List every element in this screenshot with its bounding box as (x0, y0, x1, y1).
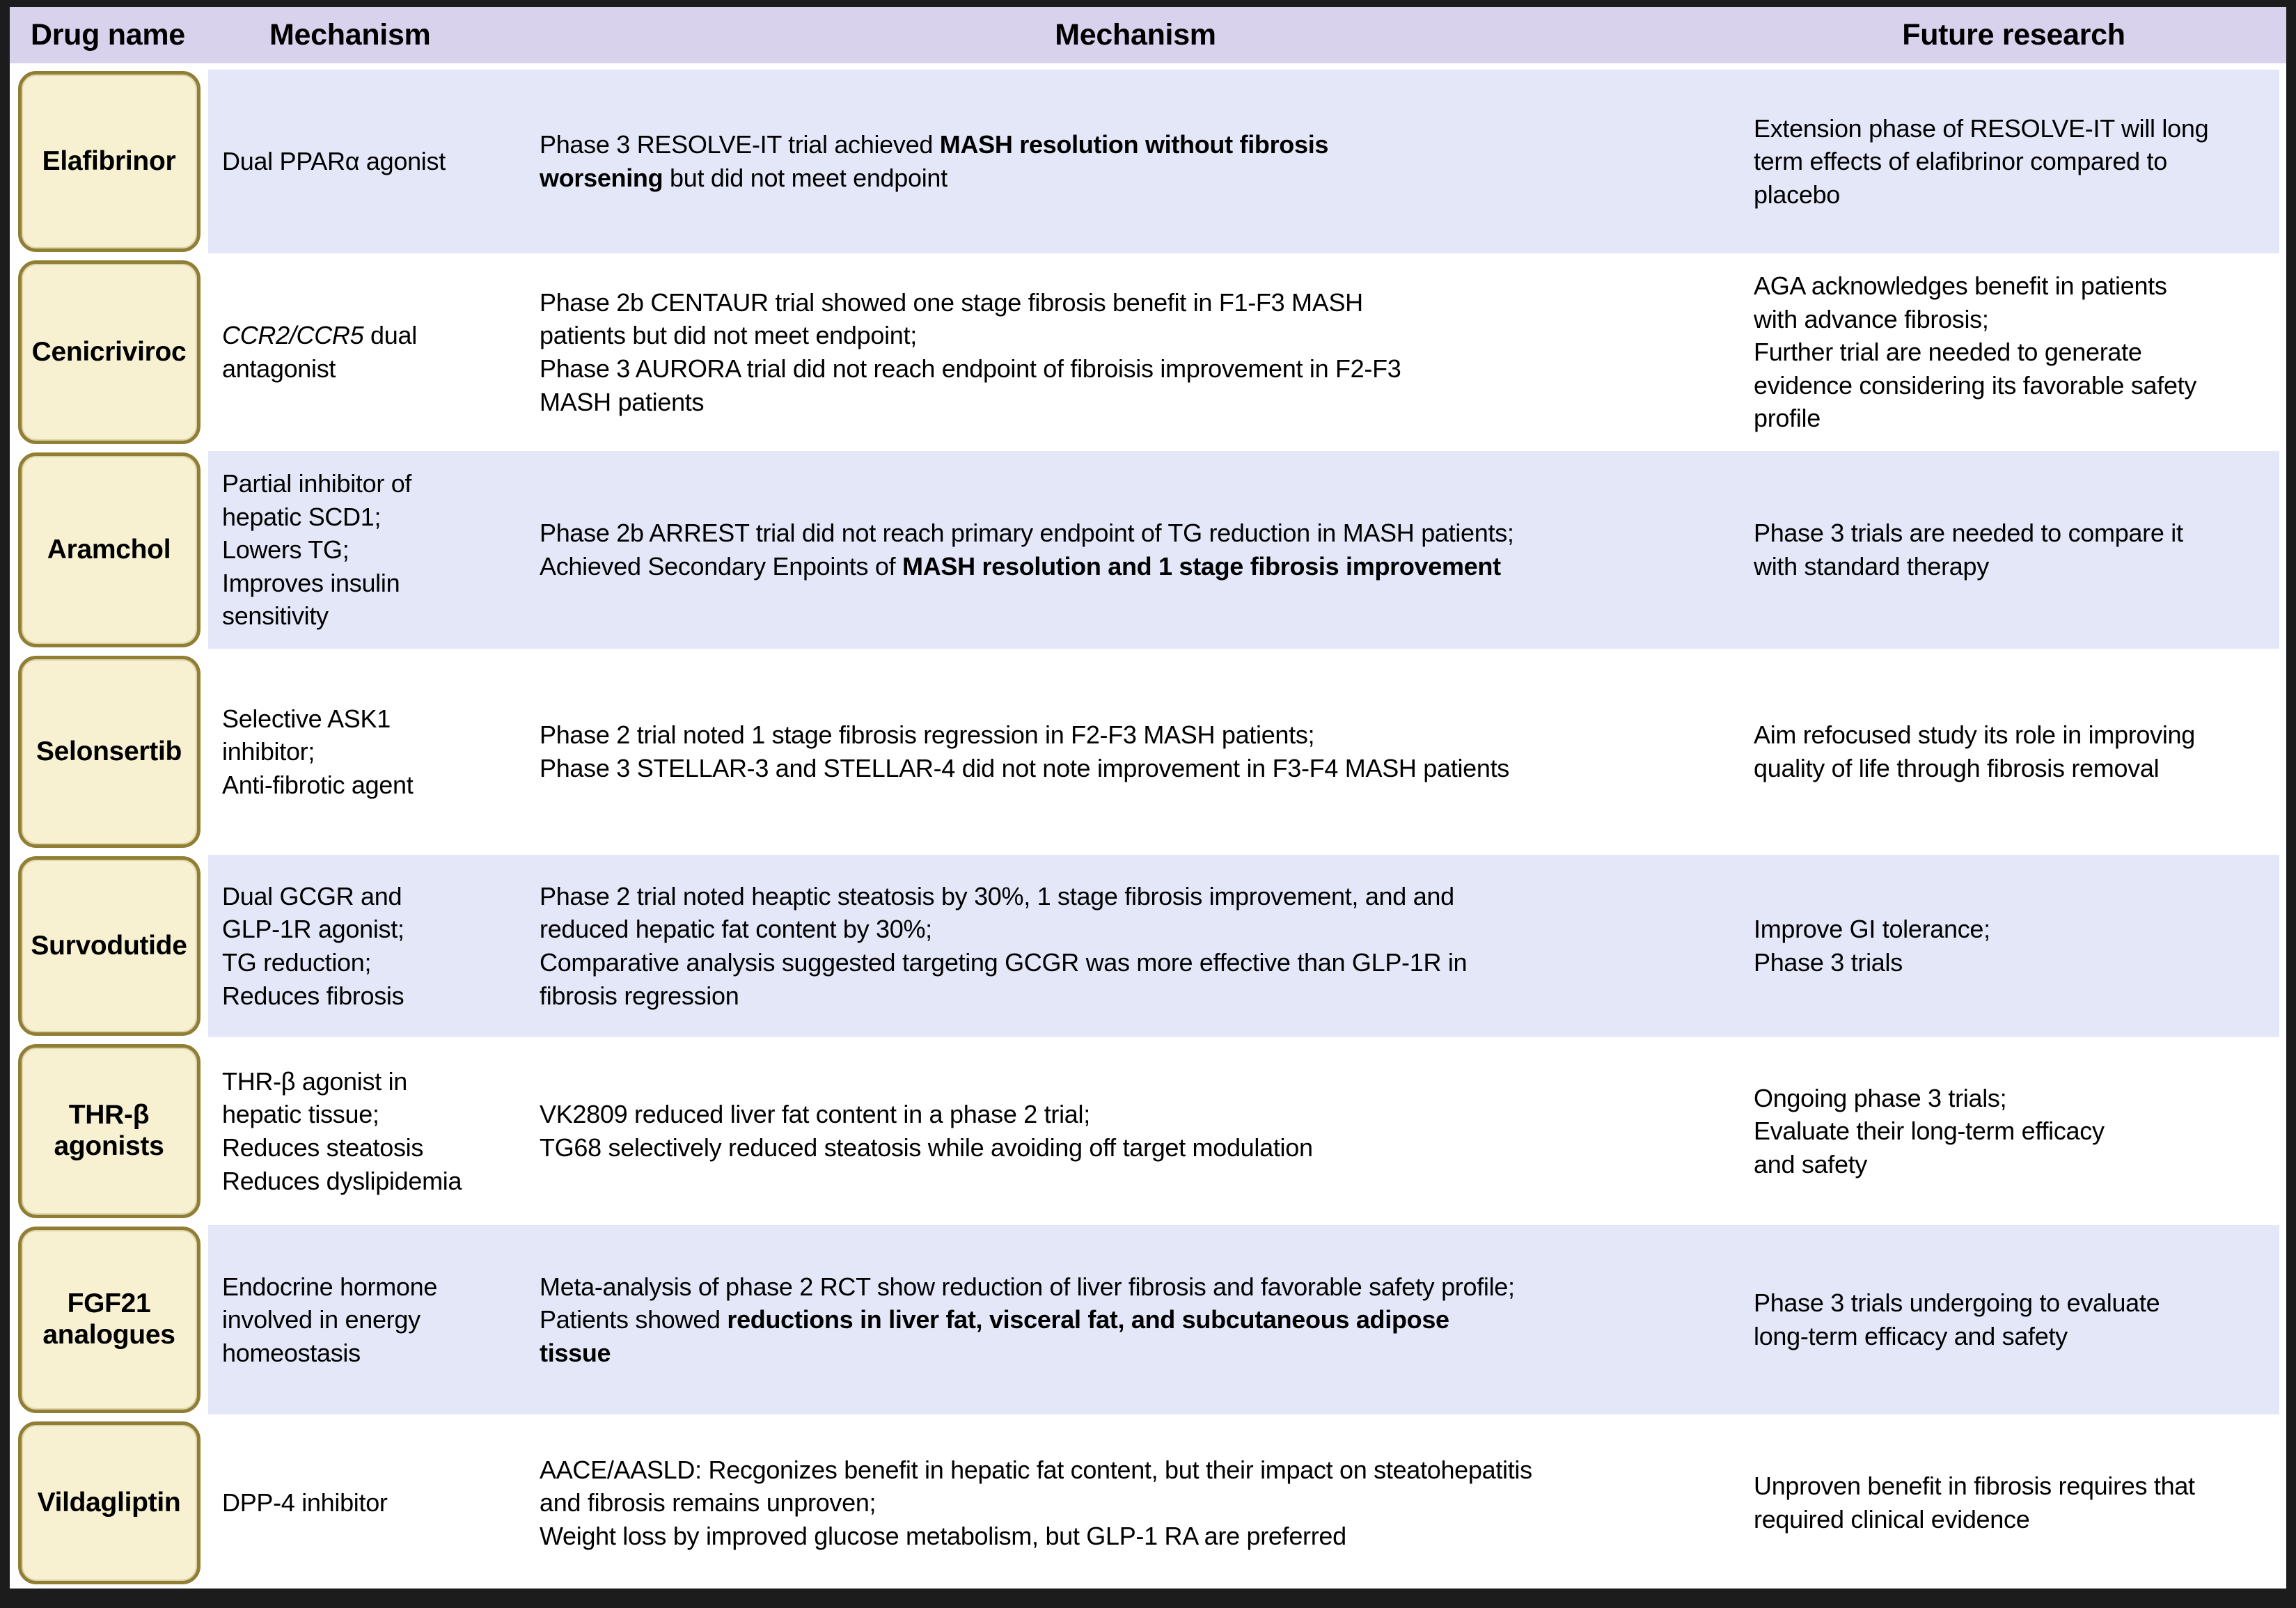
drug-name-label: Elafibrinor (42, 145, 176, 176)
drug-name-label: Cenicriviroc (31, 336, 187, 367)
future-research-text: AGA acknowledges benefit in patients wit… (1754, 271, 2197, 433)
future-research-cell: Ongoing phase 3 trials; Evaluate their l… (1741, 1040, 2286, 1222)
mechanism-cell: Selective ASK1 inhibitor; Anti-fibrotic … (208, 652, 530, 852)
drug-name-label: THR-β agonists (54, 1100, 164, 1161)
drug-name-box: Survodutide (17, 856, 200, 1036)
trial-results-text: Phase 2 trial noted heaptic steatosis by… (540, 881, 1468, 1010)
future-research-text: Aim refocused study its role in improvin… (1754, 720, 2195, 782)
trial-results-cell: VK2809 reduced liver fat content in a ph… (530, 1040, 1741, 1222)
table-header-row: Drug name Mechanism Mechanism Future res… (10, 7, 2286, 67)
drug-name-cell: FGF21 analogues (10, 1222, 208, 1417)
table-row: THR-β agonists THR-β agonist in hepatic … (10, 1040, 2286, 1222)
drug-name-cell: Selonsertib (10, 652, 208, 852)
column-header-drug-name: Drug name (31, 18, 185, 52)
drug-name-label: Selonsertib (36, 736, 182, 766)
drug-name-cell: Aramchol (10, 448, 208, 652)
mechanism-cell: Dual GCGR and GLP-1R agonist; TG reducti… (208, 852, 530, 1040)
table-row: Survodutide Dual GCGR and GLP-1R agonist… (10, 852, 2286, 1040)
table-row: Elafibrinor Dual PPARα agonist Phase 3 R… (10, 67, 2286, 256)
mechanism-text: Dual PPARα agonist (222, 147, 446, 176)
drug-name-label: Aramchol (47, 534, 171, 565)
mechanism-text: DPP-4 inhibitor (222, 1488, 388, 1518)
drug-name-label: FGF21 analogues (42, 1288, 175, 1350)
drug-name-box: FGF21 analogues (17, 1227, 200, 1413)
drug-name-cell: Vildagliptin (10, 1417, 208, 1589)
drug-name-cell: THR-β agonists (10, 1040, 208, 1222)
mechanism-cell: Dual PPARα agonist (208, 67, 530, 256)
trial-results-cell: Phase 2 trial noted 1 stage fibrosis reg… (530, 652, 1741, 852)
future-research-cell: Extension phase of RESOLVE-IT will long … (1741, 67, 2286, 256)
mechanism-cell: THR-β agonist in hepatic tissue; Reduces… (208, 1040, 530, 1222)
future-research-cell: AGA acknowledges benefit in patients wit… (1741, 256, 2286, 448)
table-row: Selonsertib Selective ASK1 inhibitor; An… (10, 652, 2286, 852)
trial-results-text: Phase 2 trial noted 1 stage fibrosis reg… (540, 720, 1509, 782)
drug-name-box: Cenicriviroc (17, 260, 200, 444)
mechanism-text: Partial inhibitor of hepatic SCD1; Lower… (222, 469, 412, 631)
drug-name-cell: Survodutide (10, 852, 208, 1040)
future-research-cell: Phase 3 trials undergoing to evaluate lo… (1741, 1222, 2286, 1417)
mechanism-cell: DPP-4 inhibitor (208, 1417, 530, 1589)
drug-name-box: Vildagliptin (17, 1421, 200, 1584)
mechanism-cell: CCR2/CCR5 dual antagonist (208, 256, 530, 448)
drug-name-box: Aramchol (17, 452, 200, 647)
mechanism-cell: Endocrine hormone involved in energy hom… (208, 1222, 530, 1417)
drug-name-box: Elafibrinor (17, 71, 200, 252)
column-header-trial-results: Mechanism (1055, 18, 1216, 52)
future-research-cell: Phase 3 trials are needed to compare it … (1741, 448, 2286, 652)
trial-results-cell: Phase 2b CENTAUR trial showed one stage … (530, 256, 1741, 448)
mechanism-cell: Partial inhibitor of hepatic SCD1; Lower… (208, 448, 530, 652)
future-research-text: Improve GI tolerance; Phase 3 trials (1754, 915, 1990, 977)
trial-results-text: VK2809 reduced liver fat content in a ph… (540, 1100, 1313, 1162)
drug-name-label: Vildagliptin (37, 1487, 181, 1518)
mechanism-text: Endocrine hormone involved in energy hom… (222, 1272, 438, 1367)
mechanism-text: CCR2/CCR5 dual antagonist (222, 321, 417, 383)
future-research-text: Ongoing phase 3 trials; Evaluate their l… (1754, 1083, 2105, 1179)
future-research-text: Unproven benefit in fibrosis requires th… (1754, 1472, 2195, 1534)
future-research-cell: Aim refocused study its role in improvin… (1741, 652, 2286, 852)
mechanism-text: Dual GCGR and GLP-1R agonist; TG reducti… (222, 881, 404, 1010)
drug-name-label: Survodutide (31, 930, 187, 961)
trial-results-text: AACE/AASLD: Recgonizes benefit in hepati… (540, 1455, 1532, 1550)
future-research-text: Extension phase of RESOLVE-IT will long … (1754, 113, 2209, 209)
trial-results-text: Meta-analysis of phase 2 RCT show reduct… (540, 1272, 1515, 1367)
trial-results-cell: Phase 3 RESOLVE-IT trial achieved MASH r… (530, 67, 1741, 256)
column-header-future-research: Future research (1902, 18, 2125, 52)
drug-name-cell: Cenicriviroc (10, 256, 208, 448)
mechanism-text: THR-β agonist in hepatic tissue; Reduces… (222, 1066, 462, 1195)
table-row: Vildagliptin DPP-4 inhibitor AACE/AASLD:… (10, 1417, 2286, 1589)
trial-results-text: Phase 2b CENTAUR trial showed one stage … (540, 287, 1401, 416)
drug-name-cell: Elafibrinor (10, 67, 208, 256)
trial-results-cell: Meta-analysis of phase 2 RCT show reduct… (530, 1222, 1741, 1417)
table-row: Aramchol Partial inhibitor of hepatic SC… (10, 448, 2286, 652)
trial-results-text: Phase 2b ARREST trial did not reach prim… (540, 519, 1514, 581)
future-research-cell: Improve GI tolerance; Phase 3 trials (1741, 852, 2286, 1040)
trial-results-text: Phase 3 RESOLVE-IT trial achieved MASH r… (540, 130, 1329, 192)
drug-name-box: Selonsertib (17, 656, 200, 848)
table-body: Elafibrinor Dual PPARα agonist Phase 3 R… (10, 67, 2286, 1589)
mechanism-text: Selective ASK1 inhibitor; Anti-fibrotic … (222, 704, 414, 799)
table-row: FGF21 analogues Endocrine hormone involv… (10, 1222, 2286, 1417)
drug-name-box: THR-β agonists (17, 1044, 200, 1218)
future-research-text: Phase 3 trials are needed to compare it … (1754, 519, 2183, 581)
future-research-cell: Unproven benefit in fibrosis requires th… (1741, 1417, 2286, 1589)
trial-results-cell: AACE/AASLD: Recgonizes benefit in hepati… (530, 1417, 1741, 1589)
trial-results-cell: Phase 2b ARREST trial did not reach prim… (530, 448, 1741, 652)
trial-results-cell: Phase 2 trial noted heaptic steatosis by… (530, 852, 1741, 1040)
future-research-text: Phase 3 trials undergoing to evaluate lo… (1754, 1288, 2160, 1350)
column-header-mechanism: Mechanism (269, 18, 431, 52)
table-row: Cenicriviroc CCR2/CCR5 dual antagonist P… (10, 256, 2286, 448)
